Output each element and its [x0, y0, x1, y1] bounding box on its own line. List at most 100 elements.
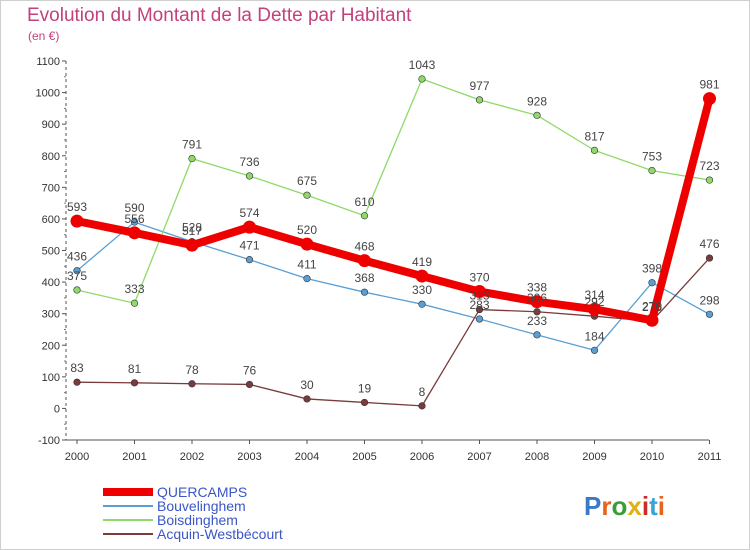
data-label-boisdinghem: 736 [239, 155, 259, 169]
data-label-bouvelinghem: 283 [469, 298, 489, 312]
y-tick-label: 700 [42, 182, 60, 194]
logo-letter: i [657, 491, 665, 521]
data-point-bouvelinghem [533, 331, 541, 339]
data-point-acquin-westb-court [475, 305, 484, 314]
data-point-bouvelinghem [360, 288, 369, 296]
data-point-boisdinghem [245, 172, 254, 180]
data-label-quercamps: 981 [699, 78, 719, 92]
data-label-boisdinghem: 723 [699, 159, 719, 173]
data-point-bouvelinghem [130, 218, 139, 226]
data-label-acquin-westb-court: 276 [642, 300, 662, 314]
data-label-acquin-westb-court: 81 [128, 362, 142, 376]
y-tick-label: 100 [42, 372, 60, 384]
data-label-acquin-westb-court: 30 [300, 378, 314, 392]
data-label-bouvelinghem: 471 [239, 239, 259, 253]
data-label-quercamps: 468 [354, 240, 374, 254]
logo-letter: t [649, 491, 658, 521]
data-label-quercamps: 520 [297, 223, 317, 237]
data-point-quercamps [703, 92, 716, 106]
data-point-bouvelinghem [705, 310, 714, 318]
data-point-boisdinghem [188, 154, 196, 163]
data-point-quercamps [358, 254, 371, 268]
data-label-quercamps: 593 [67, 200, 87, 214]
data-point-bouvelinghem [648, 279, 656, 287]
data-point-boisdinghem [130, 299, 139, 307]
data-point-quercamps [473, 285, 486, 299]
data-point-bouvelinghem [303, 275, 311, 283]
x-tick-label: 2003 [237, 451, 261, 463]
data-label-bouvelinghem: 436 [67, 250, 87, 264]
data-label-quercamps: 419 [412, 255, 432, 269]
data-label-boisdinghem: 1043 [409, 58, 436, 72]
x-tick-label: 2011 [698, 451, 722, 463]
y-tick-label: 500 [42, 246, 60, 258]
legend-label: Acquin-Westbécourt [157, 526, 283, 542]
axes [62, 60, 710, 444]
data-point-acquin-westb-court [705, 254, 714, 262]
legend-swatch [103, 519, 153, 521]
data-label-quercamps: 338 [527, 281, 547, 295]
data-point-boisdinghem [418, 75, 426, 83]
data-point-bouvelinghem [590, 346, 599, 354]
data-point-bouvelinghem [73, 267, 81, 275]
legend-label: QUERCAMPS [157, 484, 248, 500]
data-label-quercamps: 574 [239, 206, 259, 220]
series-line-boisdinghem [76, 78, 711, 304]
data-labels: 436 590 528 471 411 368 330 283 233 184 398 298 375 3… [67, 58, 720, 399]
x-tick-label: 2005 [352, 451, 376, 463]
y-tick-label: 0 [54, 403, 60, 415]
data-label-quercamps: 370 [469, 271, 489, 285]
legend-swatch [103, 505, 153, 507]
data-label-acquin-westb-court: 306 [527, 291, 547, 305]
data-label-bouvelinghem: 233 [527, 314, 547, 328]
proxiti-logo: Proxiti [584, 491, 665, 522]
y-tick-label: 900 [42, 119, 60, 131]
x-tick-label: 2008 [525, 451, 549, 463]
legend-swatch [103, 533, 153, 535]
x-tick-label: 2002 [180, 451, 204, 463]
data-point-boisdinghem [705, 176, 714, 184]
logo-letter: P [584, 491, 602, 521]
data-point-acquin-westb-court [533, 308, 541, 316]
legend-swatch [103, 488, 153, 496]
data-label-bouvelinghem: 411 [297, 258, 316, 272]
data-label-boisdinghem: 333 [124, 282, 144, 296]
x-tick-label: 2000 [65, 451, 89, 463]
y-unit-label: (en €) [28, 29, 60, 43]
data-point-quercamps [70, 214, 84, 228]
legend-label: Boisdinghem [157, 512, 238, 528]
series-points [70, 75, 716, 410]
data-point-acquin-westb-court [418, 402, 426, 410]
data-label-acquin-westb-court: 83 [70, 361, 84, 375]
data-label-quercamps: 517 [182, 224, 202, 238]
data-point-bouvelinghem [475, 315, 484, 323]
x-tick-label: 2010 [640, 451, 664, 463]
data-point-boisdinghem [303, 191, 311, 199]
data-label-bouvelinghem: 398 [642, 262, 662, 276]
data-point-acquin-westb-court [303, 395, 311, 403]
series-lines [73, 78, 714, 407]
data-point-boisdinghem [648, 166, 656, 175]
data-point-quercamps [588, 302, 601, 316]
data-label-acquin-westb-court: 76 [243, 363, 257, 377]
data-point-quercamps [185, 238, 199, 252]
data-label-bouvelinghem: 184 [584, 329, 604, 343]
legend-label: Bouvelinghem [157, 498, 246, 514]
series-line-bouvelinghem [76, 221, 711, 351]
data-label-bouvelinghem: 528 [182, 221, 202, 235]
data-point-acquin-westb-court [130, 379, 139, 387]
data-point-bouvelinghem [418, 300, 426, 308]
data-point-boisdinghem [475, 96, 484, 104]
data-point-quercamps [243, 220, 256, 234]
x-tick-label: 2004 [295, 451, 319, 463]
data-point-quercamps [128, 226, 141, 240]
data-point-boisdinghem [73, 286, 81, 294]
data-point-quercamps [415, 269, 429, 283]
data-label-boisdinghem: 753 [642, 150, 662, 164]
x-tick-label: 2006 [410, 451, 434, 463]
data-label-boisdinghem: 817 [584, 129, 604, 143]
series-line-quercamps [73, 94, 714, 325]
y-tick-label: 600 [42, 214, 60, 226]
logo-letter: x [627, 491, 642, 521]
data-point-quercamps [300, 237, 314, 251]
